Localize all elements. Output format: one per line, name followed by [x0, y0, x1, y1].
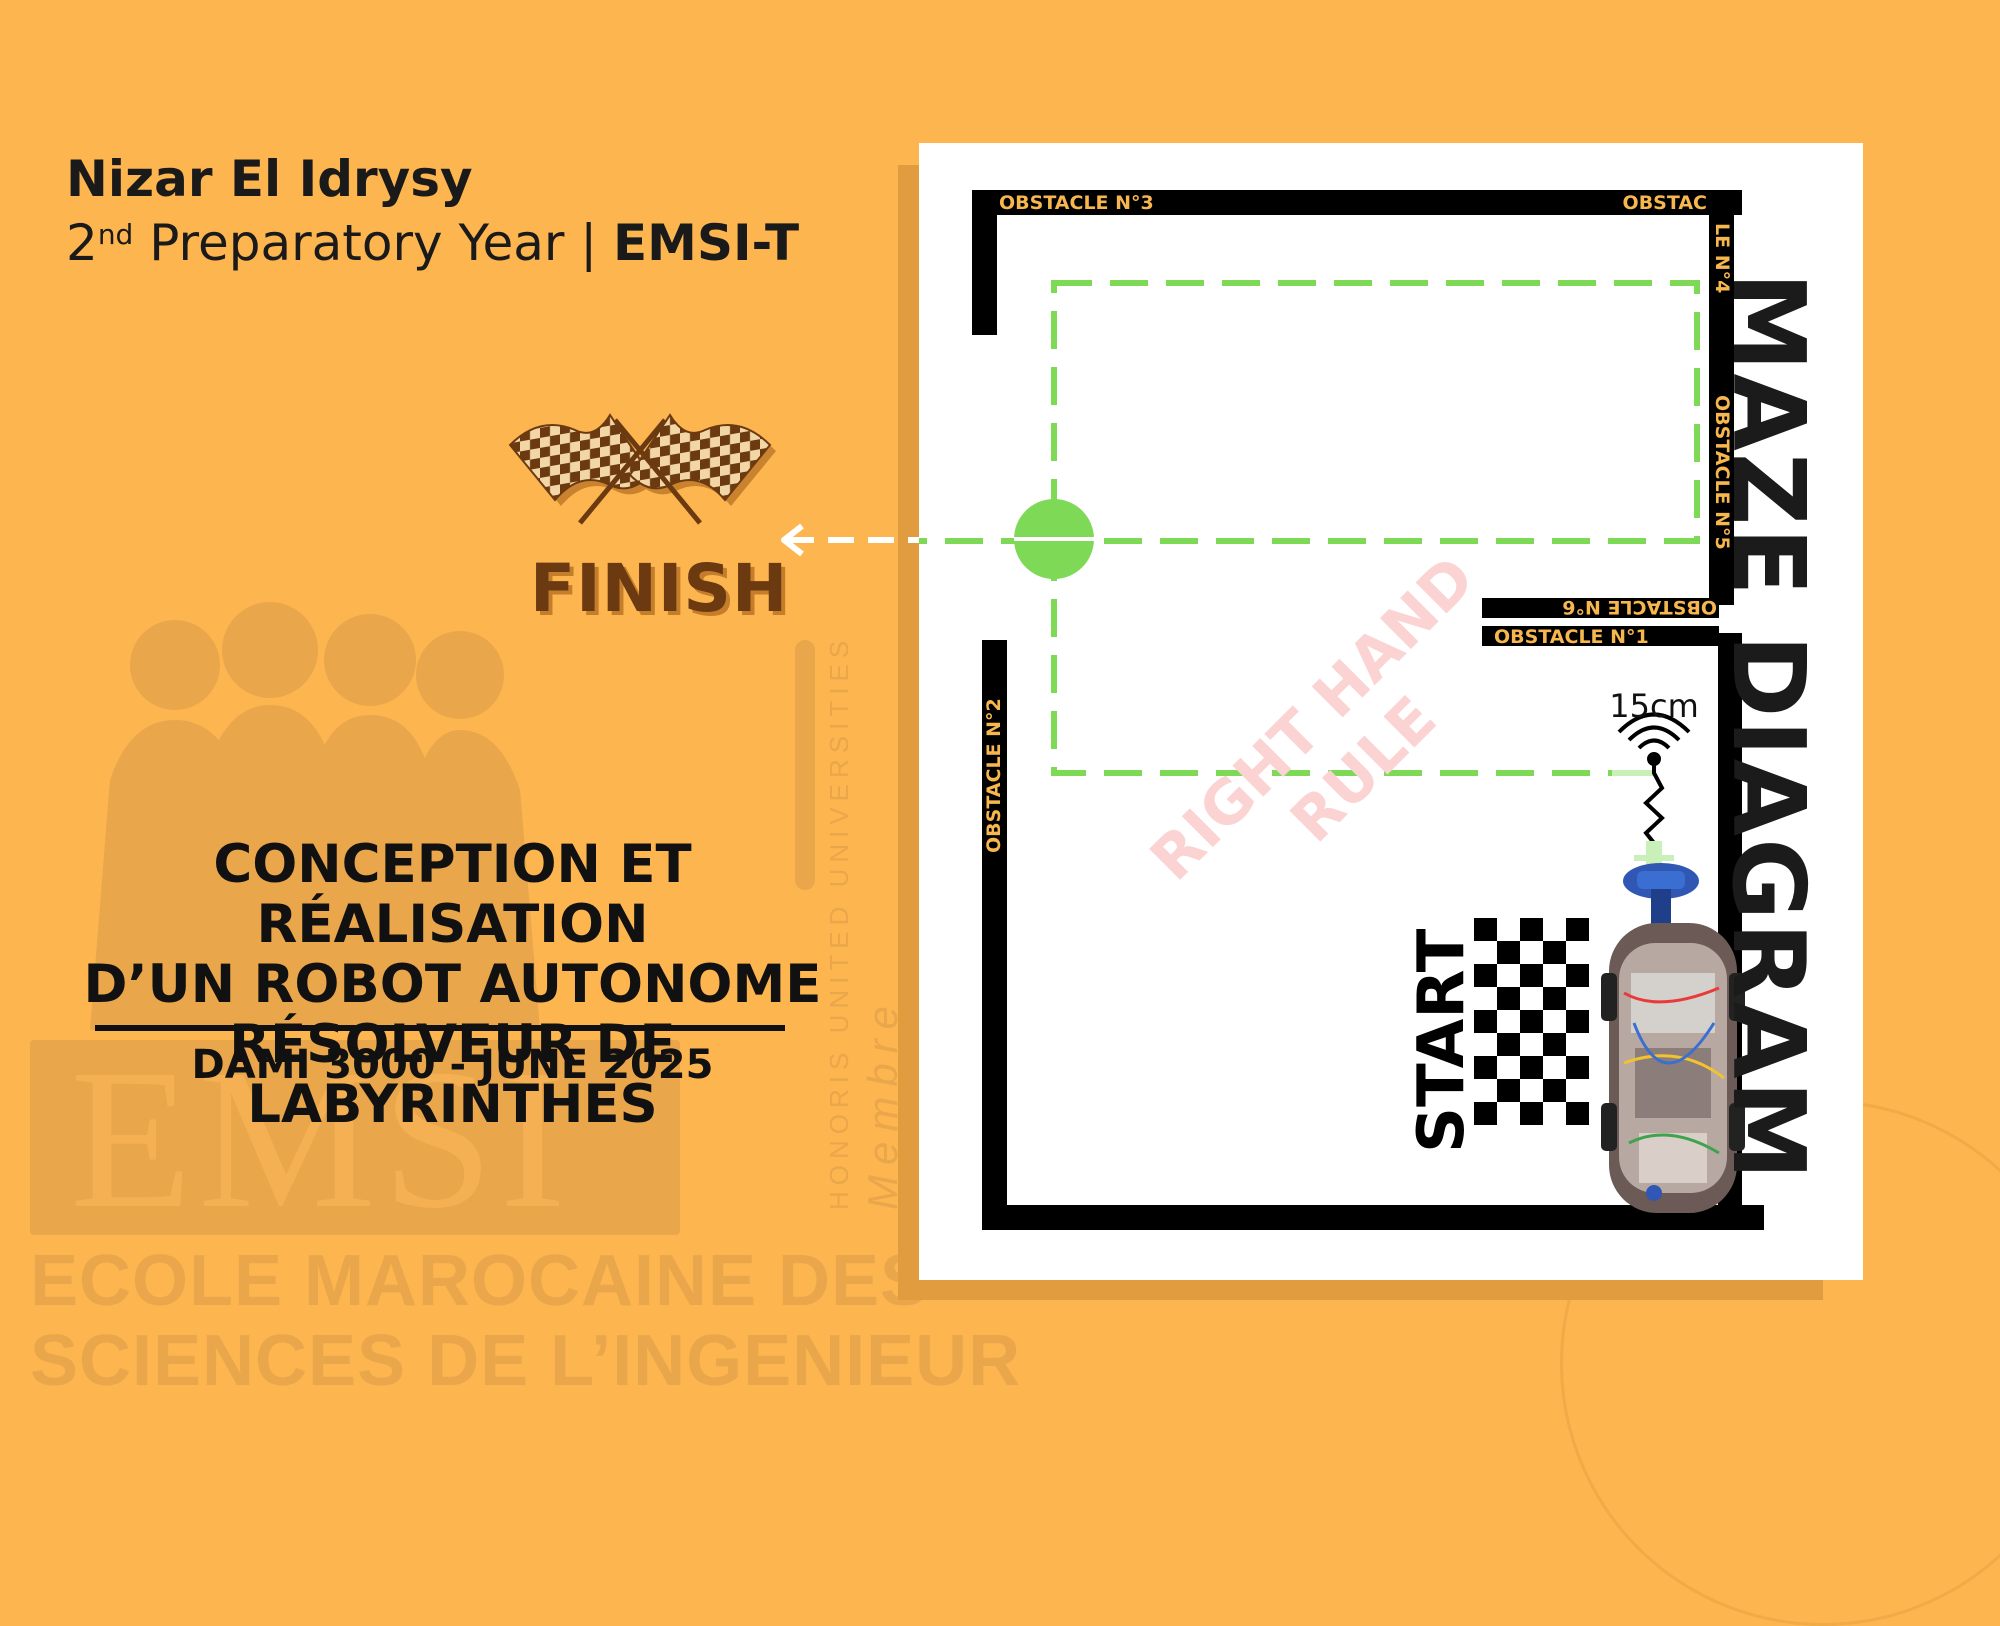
- path-lower-route: [1051, 543, 1612, 776]
- obstacle-1-wall: [1482, 626, 1719, 646]
- obstacle-4-label-part2: LE N°4: [1711, 223, 1733, 293]
- checker-square: [1543, 987, 1566, 1010]
- team-silhouette-watermark: [70, 580, 570, 1034]
- checker-square: [1497, 1079, 1520, 1102]
- exit-arrow: [770, 520, 1070, 564]
- obstacle-4-5-wall: [1709, 190, 1734, 605]
- path-upper-loop: [1051, 280, 1700, 544]
- checker-square: [1497, 1033, 1520, 1056]
- checker-square: [1520, 1102, 1543, 1125]
- checker-square: [1543, 1033, 1566, 1056]
- year-ordinal: nd: [97, 218, 134, 251]
- start-checkerboard: [1474, 918, 1589, 1125]
- checker-square: [1474, 1102, 1497, 1125]
- finish-label: FINISH: [530, 550, 789, 627]
- school-name-watermark-line2: SCIENCES DE L’INGENIEUR: [30, 1321, 1022, 1401]
- school-code: EMSI-T: [613, 214, 800, 272]
- title-divider: [95, 1025, 785, 1031]
- school-name-watermark-line1: ECOLE MAROCAINE DES: [30, 1241, 930, 1321]
- project-title-line2: D’UN ROBOT AUTONOME: [83, 954, 822, 1015]
- obstacle-2-wall: [982, 640, 1007, 1230]
- checker-square: [1497, 987, 1520, 1010]
- checker-square: [1474, 918, 1497, 941]
- year-number: 2: [66, 214, 98, 272]
- obstacle-3-wall: [972, 190, 1742, 215]
- checker-square: [1566, 918, 1589, 941]
- checker-square: [1543, 1079, 1566, 1102]
- obstacle-1-label: OBSTACLE N°1: [1494, 626, 1649, 648]
- event-label: DAMI 3000 - JUNE 2025: [191, 1042, 714, 1088]
- checker-square: [1520, 964, 1543, 987]
- project-title: CONCEPTION ET RÉALISATION D’UN ROBOT AUT…: [40, 835, 865, 1135]
- checker-square: [1566, 1102, 1589, 1125]
- checker-square: [1566, 964, 1589, 987]
- start-label: START: [1405, 928, 1479, 1153]
- checker-square: [1474, 1010, 1497, 1033]
- checkered-flags-icon: [500, 395, 790, 534]
- obstacle-5-label: OBSTACLE N°5: [1711, 395, 1733, 550]
- program-line: 2nd Preparatory Year | EMSI-T: [66, 214, 799, 272]
- obstacle-2-label: OBSTACLE N°2: [983, 698, 1005, 853]
- author-name: Nizar El Idrysy: [66, 150, 473, 208]
- bottom-wall: [982, 1205, 1764, 1230]
- maze-diagram: RIGHT HAND RULE OBSTACLE N°3 OBSTAC LE N…: [919, 143, 1863, 1280]
- obstacle-6-wall: [1482, 598, 1719, 618]
- obstacle-4-label-part1: OBSTAC: [1623, 192, 1707, 214]
- robot-illustration: [1601, 863, 1745, 1213]
- checker-square: [1520, 1056, 1543, 1079]
- checker-square: [1520, 1010, 1543, 1033]
- ultrasonic-sensor-icon: [1617, 712, 1691, 861]
- checker-square: [1543, 941, 1566, 964]
- obstacle-3-label: OBSTACLE N°3: [999, 192, 1154, 214]
- checker-square: [1566, 1010, 1589, 1033]
- checker-square: [1474, 1056, 1497, 1079]
- sensor-range-label: 15cm: [1609, 687, 1698, 725]
- checker-square: [1497, 941, 1520, 964]
- obstacle-3-left-wall: [972, 190, 997, 335]
- watermark-divider: [795, 640, 815, 890]
- checker-square: [1566, 1056, 1589, 1079]
- program-name: Preparatory Year |: [133, 214, 614, 272]
- maze-diagram-title: MAZE DIAGRAM: [1710, 272, 1827, 1183]
- project-title-line1: CONCEPTION ET RÉALISATION: [213, 834, 692, 955]
- project-title-line3: RÉSOLVEUR DE LABYRINTHES: [229, 1014, 676, 1135]
- emsi-logo-watermark: EMSI: [70, 1029, 572, 1250]
- emsi-logo-watermark-box: [30, 1040, 680, 1235]
- checker-square: [1520, 918, 1543, 941]
- checker-square: [1474, 964, 1497, 987]
- obstacle-6-label: OBSTACLE N°6: [1562, 596, 1717, 618]
